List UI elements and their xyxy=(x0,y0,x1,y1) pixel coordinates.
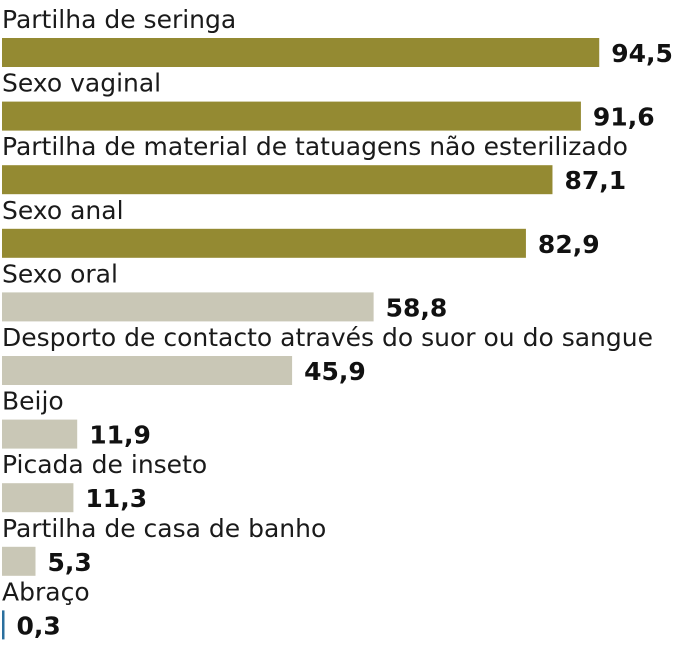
category-label: Desporto de contacto através do suor ou … xyxy=(2,323,653,352)
bar xyxy=(2,610,5,640)
value-label: 87,1 xyxy=(564,166,626,195)
category-label: Picada de inseto xyxy=(2,450,207,479)
value-label: 45,9 xyxy=(304,357,366,386)
bar xyxy=(2,292,374,322)
bar xyxy=(2,483,74,513)
bar xyxy=(2,356,293,385)
value-label: 94,5 xyxy=(611,39,673,68)
bar xyxy=(2,228,526,258)
value-label: 58,8 xyxy=(386,293,448,322)
category-label: Sexo oral xyxy=(2,259,118,288)
category-label: Abraço xyxy=(2,577,90,606)
bar xyxy=(2,546,36,576)
value-label: 11,9 xyxy=(89,421,151,450)
category-label: Partilha de seringa xyxy=(2,5,236,34)
category-label: Sexo anal xyxy=(2,196,124,225)
value-label: 5,3 xyxy=(47,548,91,577)
category-label: Sexo vaginal xyxy=(2,69,161,98)
category-label: Partilha de material de tatuagens não es… xyxy=(2,132,628,161)
value-label: 11,3 xyxy=(85,484,147,513)
bar xyxy=(2,38,600,67)
bar xyxy=(2,419,78,449)
category-label: Beijo xyxy=(2,387,64,416)
bar xyxy=(2,101,581,131)
value-label: 91,6 xyxy=(593,103,655,132)
value-label: 82,9 xyxy=(538,230,600,259)
bar xyxy=(2,165,553,195)
category-label: Partilha de casa de banho xyxy=(2,514,326,543)
value-label: 0,3 xyxy=(17,611,61,640)
